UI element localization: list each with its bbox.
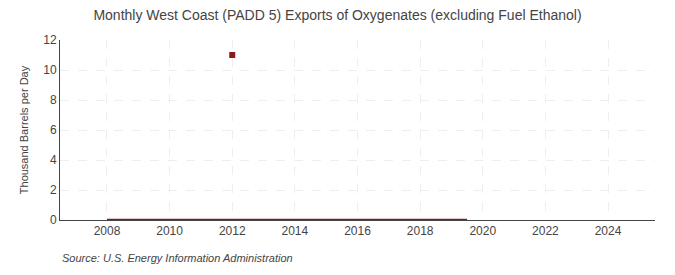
svg-text:2018: 2018 xyxy=(407,224,434,238)
svg-text:2: 2 xyxy=(50,183,57,197)
svg-text:0: 0 xyxy=(50,213,57,227)
svg-text:2014: 2014 xyxy=(282,224,309,238)
svg-text:Source: U.S. Energy Informatio: Source: U.S. Energy Information Administ… xyxy=(62,252,293,264)
svg-text:Thousand Barrels per Day: Thousand Barrels per Day xyxy=(18,65,30,194)
svg-text:4: 4 xyxy=(50,153,57,167)
svg-text:2016: 2016 xyxy=(344,224,371,238)
svg-text:10: 10 xyxy=(43,63,57,77)
svg-text:2008: 2008 xyxy=(94,224,121,238)
svg-text:2020: 2020 xyxy=(469,224,496,238)
svg-text:2024: 2024 xyxy=(595,224,622,238)
svg-text:12: 12 xyxy=(43,33,57,47)
svg-text:6: 6 xyxy=(50,123,57,137)
svg-text:8: 8 xyxy=(50,93,57,107)
svg-text:2010: 2010 xyxy=(156,224,183,238)
svg-text:2012: 2012 xyxy=(219,224,246,238)
svg-text:Monthly West Coast (PADD 5) Ex: Monthly West Coast (PADD 5) Exports of O… xyxy=(93,7,581,23)
svg-text:2022: 2022 xyxy=(532,224,559,238)
